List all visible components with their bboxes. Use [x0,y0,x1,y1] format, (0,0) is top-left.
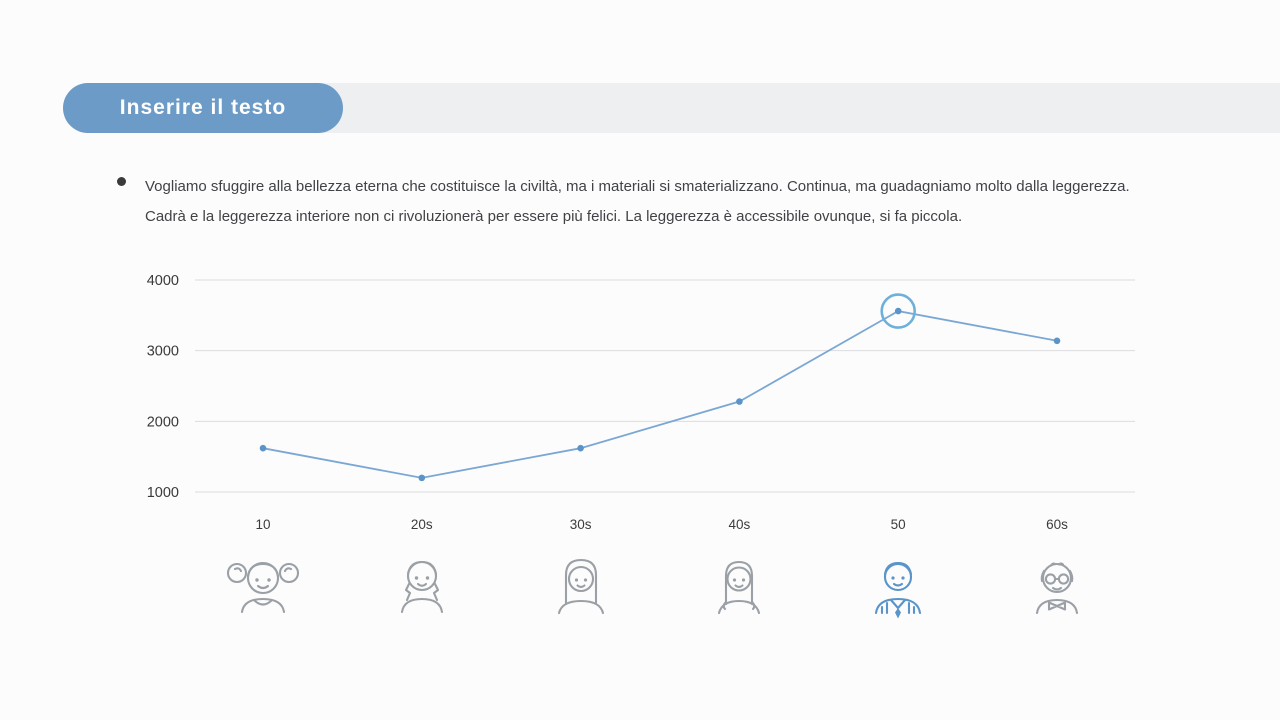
x-axis-label-50: 50 [890,517,906,532]
girl-braids-icon [400,560,443,614]
avatar-girl-pigtails[interactable] [221,542,305,626]
bullet-icon [117,177,126,186]
avatar-man-suit[interactable] [856,542,940,626]
woman-long-hair-icon [557,558,604,615]
x-axis-label-40s: 40s [728,517,751,532]
avatar-elderly-man[interactable] [1015,542,1099,626]
elderly-man-icon [1035,562,1079,615]
girl-pigtails-icon [226,561,300,614]
title-pill[interactable]: Inserire il testo [63,83,343,133]
slide-title: Inserire il testo [119,96,287,119]
avatar-woman-long-hair[interactable] [539,542,623,626]
svg-text:2000: 2000 [147,414,179,430]
woman-short-hair-icon [718,560,761,615]
bullet-text[interactable]: Vogliamo sfuggire alla bellezza eterna c… [145,178,1130,225]
x-axis-label-10: 10 [255,517,271,532]
svg-text:4000: 4000 [147,273,179,289]
age-line-chart[interactable]: 4000 3000 2000 1000 [140,268,1140,508]
avatar-girl-braids[interactable] [380,542,464,626]
x-axis-label-60s: 60s [1046,517,1068,532]
svg-text:3000: 3000 [147,344,179,360]
man-suit-icon [875,561,922,619]
x-axis-label-20s: 20s [410,517,433,532]
avatar-woman-short-hair[interactable] [697,542,781,626]
x-axis-label-30s: 30s [569,517,592,532]
svg-text:1000: 1000 [147,485,179,501]
